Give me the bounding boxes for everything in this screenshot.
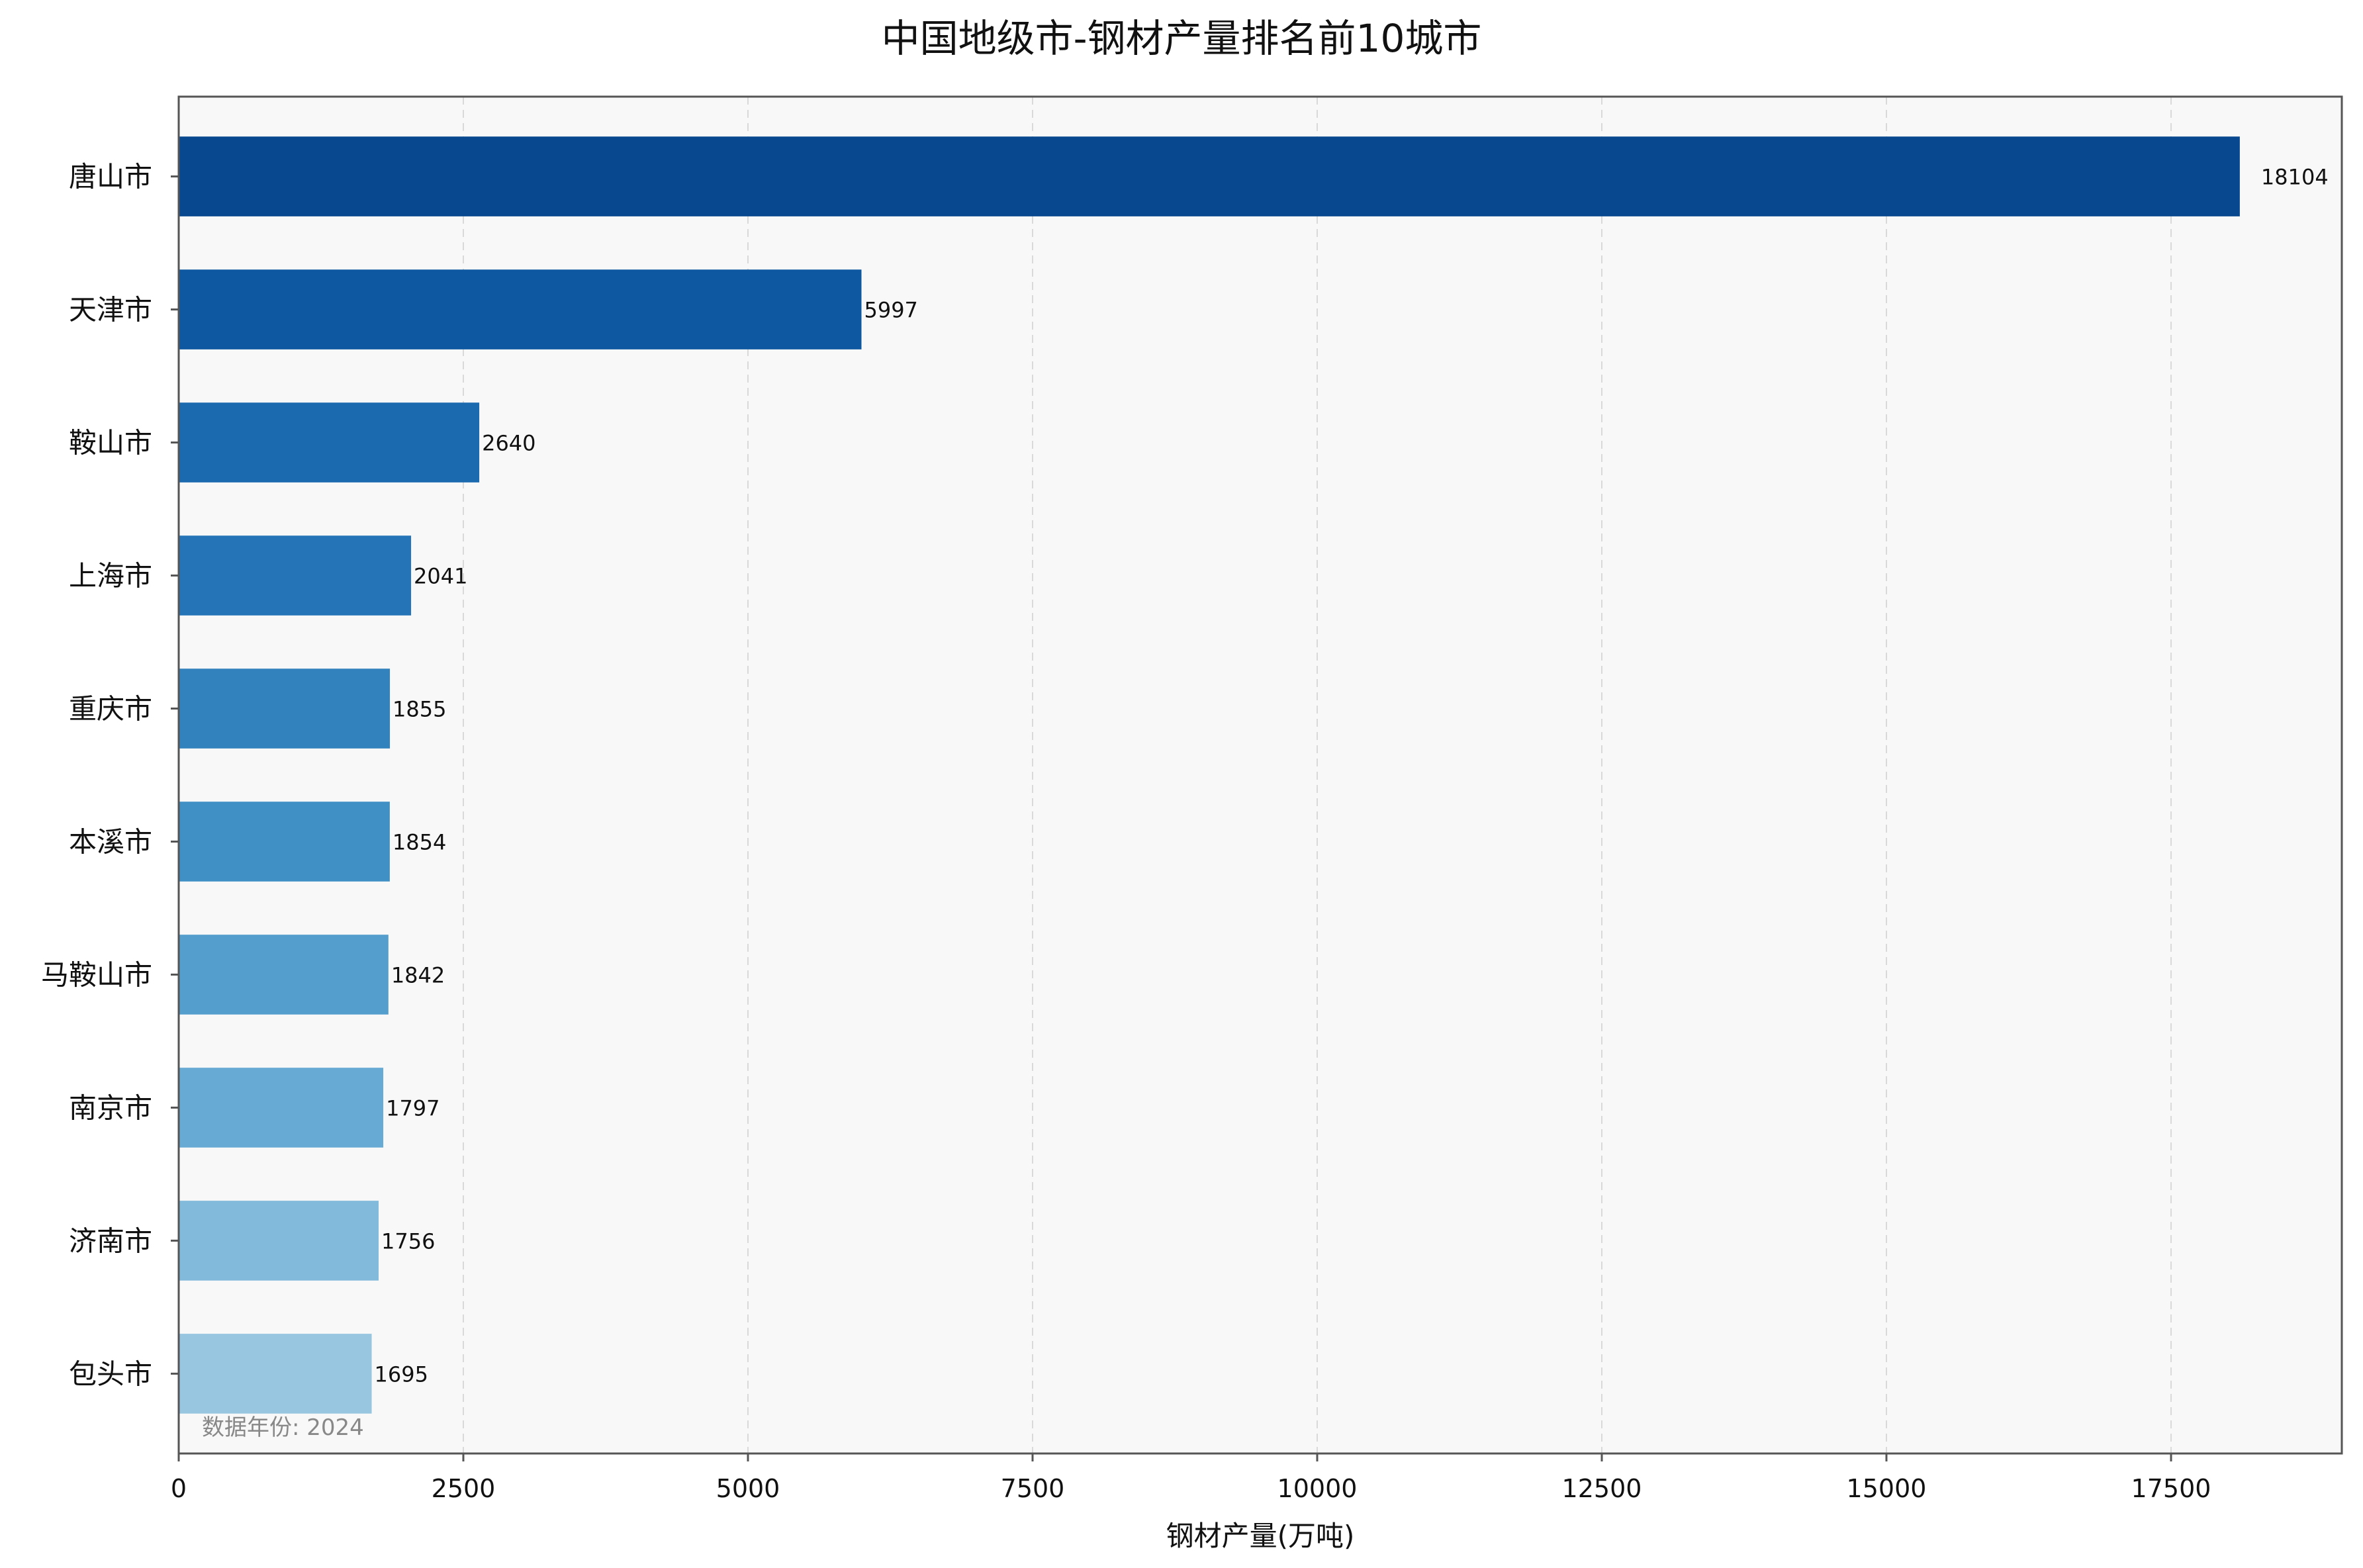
x-tick-label: 0 <box>171 1474 187 1503</box>
category-label: 南京市 <box>69 1091 152 1124</box>
value-label: 5997 <box>864 298 917 323</box>
category-label: 本溪市 <box>69 825 152 858</box>
value-label: 1756 <box>381 1228 435 1254</box>
bar <box>179 669 391 749</box>
bar <box>179 402 480 483</box>
value-label: 18104 <box>2261 165 2329 190</box>
value-label: 1854 <box>393 829 446 854</box>
x-axis-label: 钢材产量(万吨) <box>1166 1520 1355 1552</box>
x-tick-label: 12500 <box>1562 1474 1642 1503</box>
x-tick-label: 5000 <box>716 1474 780 1503</box>
x-tick-label: 17500 <box>2131 1474 2211 1503</box>
value-label: 2041 <box>414 564 467 589</box>
x-tick-label: 2500 <box>432 1474 496 1503</box>
x-axis-ticks: 0 2500 5000 7500 10000 12500 15000 17500 <box>171 1453 2211 1503</box>
value-label: 2640 <box>482 431 535 456</box>
bar <box>179 535 412 616</box>
bar <box>179 136 2240 216</box>
category-label: 上海市 <box>69 560 152 592</box>
value-label: 1842 <box>391 962 445 988</box>
plot-frame <box>177 95 2343 1455</box>
x-tick-label: 10000 <box>1277 1474 1358 1503</box>
category-label: 唐山市 <box>69 161 152 193</box>
category-label: 天津市 <box>69 294 152 326</box>
value-labels: 18104 5997 2640 2041 1855 1854 1842 1797 1756 169… <box>375 165 2329 1387</box>
bar <box>179 935 389 1015</box>
data-year-note: 数据年份: 2024 <box>202 1414 364 1441</box>
x-tick-label: 7500 <box>1001 1474 1065 1503</box>
bar <box>179 1068 384 1148</box>
category-label: 鞍山市 <box>69 427 152 459</box>
value-label: 1855 <box>393 697 446 722</box>
bar <box>179 1334 372 1414</box>
bar <box>179 269 862 349</box>
bars <box>179 136 2240 1414</box>
category-label: 重庆市 <box>69 693 152 725</box>
value-label: 1797 <box>386 1095 440 1121</box>
x-tick-label: 15000 <box>1847 1474 1927 1503</box>
chart-title: 中国地级市-钢材产量排名前10城市 <box>882 16 1482 61</box>
category-label: 济南市 <box>69 1224 152 1257</box>
category-label: 马鞍山市 <box>41 958 152 991</box>
value-label: 1695 <box>375 1361 428 1387</box>
category-label: 包头市 <box>69 1358 152 1390</box>
bar <box>179 802 390 882</box>
bar <box>179 1201 379 1281</box>
